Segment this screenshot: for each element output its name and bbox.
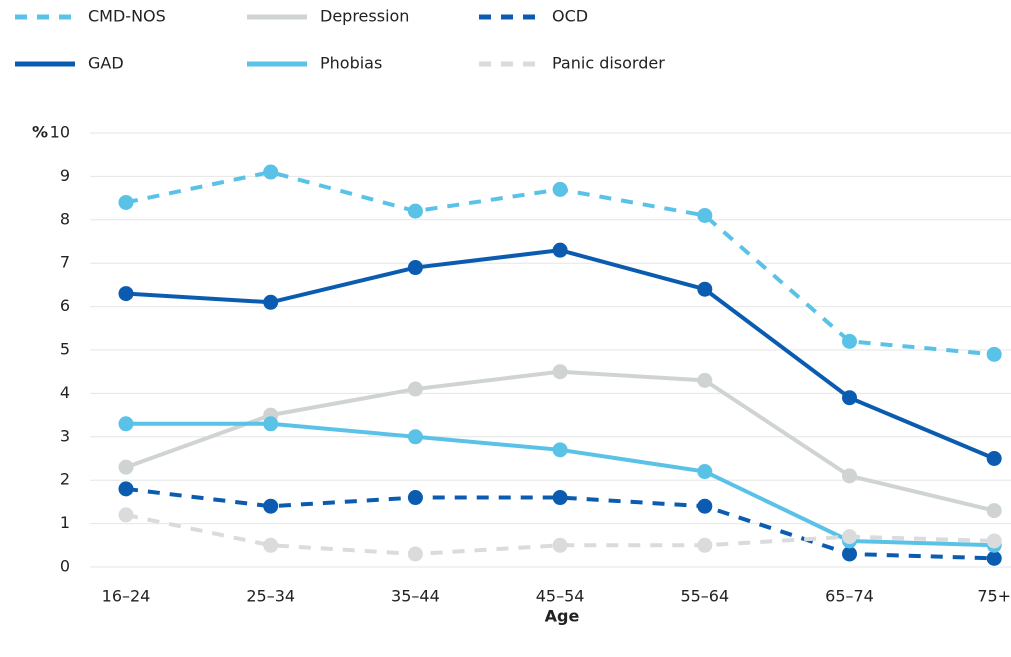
data-point	[552, 242, 568, 258]
data-point	[118, 481, 134, 497]
data-point	[118, 194, 134, 210]
series-line	[125, 248, 995, 461]
x-tick-label: 16–24	[102, 587, 151, 606]
series-line	[126, 421, 995, 548]
data-point	[552, 490, 568, 506]
x-axis-label: Age	[545, 607, 580, 626]
data-point	[118, 416, 134, 432]
data-point	[407, 490, 423, 506]
y-tick-label: 1	[60, 513, 70, 532]
data-point	[697, 207, 713, 223]
data-point	[118, 507, 134, 523]
y-tick-label: 9	[60, 166, 70, 185]
data-point	[697, 537, 713, 553]
legend-label: CMD-NOS	[88, 7, 166, 26]
data-point	[263, 164, 279, 180]
y-tick-label: 3	[60, 426, 70, 445]
data-point	[697, 372, 713, 388]
x-tick-label: 35–44	[391, 587, 440, 606]
series-line	[125, 369, 995, 513]
y-tick-label: 0	[60, 557, 70, 576]
data-point	[986, 533, 1002, 549]
x-tick-label: 75+	[977, 587, 1011, 606]
legend-label: GAD	[88, 54, 124, 73]
data-point	[697, 464, 713, 480]
data-point	[552, 181, 568, 197]
data-point	[986, 550, 1002, 566]
data-point	[842, 390, 857, 406]
data-point	[263, 416, 279, 432]
data-point	[407, 381, 423, 397]
y-tick-label: 5	[60, 340, 70, 359]
y-tick-label: 4	[60, 383, 70, 402]
data-point	[552, 442, 568, 458]
data-point	[842, 468, 857, 484]
data-point	[552, 537, 568, 553]
data-point	[986, 451, 1002, 466]
data-point	[842, 333, 857, 349]
y-tick-label: 8	[60, 209, 70, 228]
data-point	[263, 537, 279, 553]
data-point	[118, 286, 134, 302]
legend-label: Panic disorder	[552, 54, 665, 73]
x-tick-label: 25–34	[246, 587, 295, 606]
data-point	[407, 203, 423, 219]
data-point	[842, 546, 857, 562]
legend-label: Depression	[320, 7, 409, 26]
data-point	[697, 281, 713, 297]
data-point	[842, 529, 857, 545]
x-tick-label: 55–64	[680, 587, 729, 606]
legend-label: OCD	[552, 7, 588, 26]
data-point	[407, 429, 423, 445]
y-axis-label: %	[32, 123, 48, 142]
data-point	[986, 503, 1002, 519]
y-tick-label: 2	[60, 470, 70, 489]
data-point	[118, 459, 134, 475]
legend-label: Phobias	[320, 54, 382, 73]
x-tick-label: 45–54	[536, 587, 585, 606]
data-point	[263, 294, 279, 310]
data-point	[407, 260, 423, 276]
y-tick-label: 6	[60, 296, 70, 315]
y-tick-label: 7	[60, 253, 70, 272]
x-tick-label: 65–74	[825, 587, 874, 606]
data-point	[263, 498, 279, 514]
data-point	[552, 364, 568, 380]
data-point	[697, 498, 713, 514]
data-point	[407, 546, 423, 562]
y-tick-label: 10	[50, 123, 70, 142]
data-point	[986, 346, 1002, 362]
